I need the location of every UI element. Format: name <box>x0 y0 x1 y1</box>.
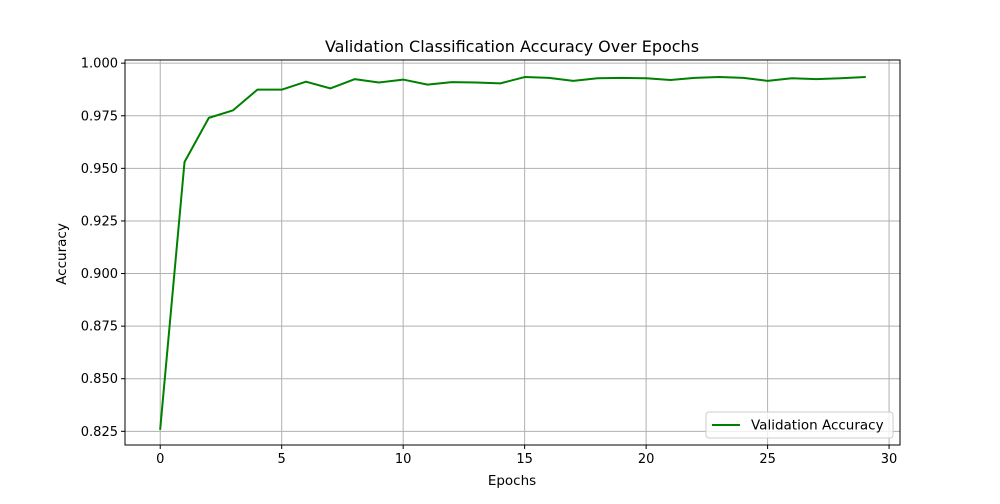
legend: Validation Accuracy <box>705 411 894 439</box>
plot-frame <box>124 59 901 446</box>
ticks: 0 5 10 15 20 25 30 0.825 0.850 0.875 0.900 0.925 0.9… <box>81 57 898 467</box>
x-tick-label: 0 <box>156 452 164 467</box>
series-line-validation-accuracy <box>159 75 866 430</box>
x-tick-label: 15 <box>516 452 533 467</box>
legend-label: Validation Accuracy <box>751 418 884 434</box>
x-tick-label: 20 <box>638 452 655 467</box>
y-tick-label: 0.900 <box>81 267 118 282</box>
y-tick-label: 0.825 <box>81 425 118 440</box>
x-tick-label: 25 <box>759 452 776 467</box>
y-tick-label: 0.975 <box>81 109 118 124</box>
plot-lines <box>159 75 866 430</box>
x-axis-title: Epochs <box>488 473 536 489</box>
y-tick-label: 1.000 <box>81 57 118 72</box>
grid <box>125 60 900 445</box>
chart-title: Validation Classification Accuracy Over … <box>325 37 699 56</box>
legend-box <box>705 411 894 439</box>
y-tick-label: 0.950 <box>81 162 118 177</box>
y-tick-label: 0.925 <box>81 214 118 229</box>
x-tick-label: 30 <box>881 452 898 467</box>
x-tick-label: 5 <box>278 452 286 467</box>
x-tick-label: 10 <box>395 452 412 467</box>
y-axis-title: Accuracy <box>54 223 70 285</box>
y-tick-label: 0.875 <box>81 320 118 335</box>
y-tick-label: 0.850 <box>81 372 118 387</box>
